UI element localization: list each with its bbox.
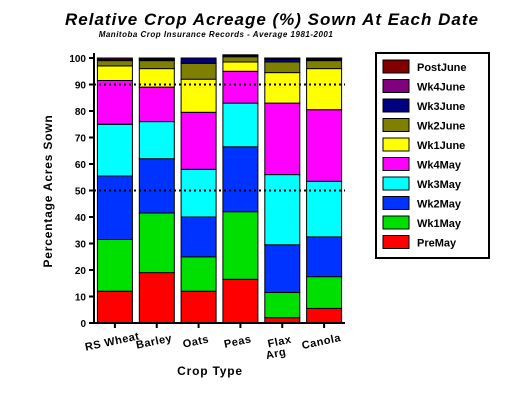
bar-segment-wk2may-5 [306,236,343,278]
y-tick-label-8: 80 [75,107,87,118]
bar-segment-wk2may-3 [222,146,259,213]
legend-label-wk4june: Wk4June [417,82,465,94]
legend-swatch-wk1june [382,137,410,152]
y-tick-label-0: 0 [80,319,86,330]
bar-segment-wk4may-3 [222,70,259,104]
bar-segment-wk1may-2 [180,256,217,292]
chart-title: Relative Crop Acreage (%) Sown At Each D… [65,10,479,29]
bar-segment-wk1june-3 [222,61,259,72]
y-tick-label-3: 30 [75,240,87,251]
y-tick-label-6: 60 [75,160,87,171]
bar-segment-wk3june-2 [180,57,217,64]
legend-label-wk2june: Wk2June [417,121,465,133]
bar-segment-wk1june-0 [96,65,133,82]
bar-segment-wk2may-1 [138,158,175,214]
bar-segment-wk3may-3 [222,102,259,148]
bar-segment-postjune-5 [306,57,343,59]
legend-label-wk3may: Wk3May [417,179,462,191]
x-tick-label-4-line2: Arg [265,346,288,362]
bar-segment-wk3may-2 [180,168,217,218]
legend-swatch-postjune [382,59,410,74]
bar-segment-wk1june-4 [264,72,301,104]
bar-segment-wk2june-1 [138,60,175,70]
y-tick-label-9: 90 [75,81,87,92]
bar-segment-wk2june-3 [222,56,259,63]
x-axis-label: Crop Type [177,364,243,378]
y-tick-label-10: 100 [69,54,86,65]
legend-swatch-wk1may [382,215,410,230]
x-tick-label-4: Flax [267,334,293,351]
bar-segment-wk1may-0 [96,239,133,292]
bar-segment-wk2june-2 [180,62,217,80]
y-tick-label-4: 40 [75,213,87,224]
legend-swatch-premay [382,235,410,249]
bar-segment-wk3may-4 [264,174,301,246]
bar-segment-wk4may-1 [138,86,175,123]
legend-swatch-wk3may [382,176,410,191]
bar-segment-wk4june-0 [96,57,133,60]
legend-label-premay: PreMay [417,238,457,250]
reference-lines [94,83,345,192]
legend: PostJune Wk4June Wk3June Wk2June Wk1June Wk4M… [375,52,490,259]
bar-segment-wk1june-5 [306,68,343,111]
x-tick-label-5: Canola [301,332,343,352]
bar-segment-premay-3 [222,278,259,324]
bar-segment-wk1may-5 [306,276,343,309]
bar-segment-wk2june-4 [264,61,301,74]
y-tick-label-5: 50 [75,187,87,198]
x-tick-label-0: RS Wheat [84,330,141,353]
y-tick-label-7: 70 [75,134,87,145]
chart-subtitle: Manitoba Crop Insurance Records - Averag… [99,30,334,39]
bar-segment-wk4may-4 [264,102,301,176]
legend-swatch-wk2may [382,196,410,210]
legend-label-wk2may: Wk2May [417,199,462,211]
legend-swatch-wk3june [382,98,410,113]
y-axis-label: Percentage Acres Sown [41,114,55,267]
bar-segment-premay-5 [306,307,343,324]
bar-segment-premay-1 [138,272,175,324]
x-tick-label-3: Peas [223,333,253,350]
x-tick-label-1: Barley [135,332,174,351]
bar-segment-wk1may-3 [222,211,259,280]
bar-segment-wk4may-5 [306,109,343,182]
x-tick-label-2: Oats [182,333,210,350]
y-axis: 0 10 20 30 40 50 60 70 80 90 100 [69,53,95,330]
bar-segment-wk4may-2 [180,111,217,170]
bar-segment-wk2june-0 [96,60,133,67]
bar-segment-wk1may-1 [138,212,175,274]
legend-swatch-wk4may [382,157,410,171]
bar-segment-wk2may-2 [180,216,217,258]
legend-swatch-wk2june [382,118,410,132]
y-tick-label-2: 20 [75,266,87,277]
bar-segment-wk4may-0 [96,80,133,125]
legend-label-wk1june: Wk1June [417,140,465,152]
bar-segment-postjune-1 [138,57,175,59]
plot-area [96,54,343,324]
bar-segment-wk2may-4 [264,244,301,294]
legend-label-wk3june: Wk3June [417,101,465,113]
legend-label-postjune: PostJune [417,62,467,74]
bar-segment-wk4june-3 [222,54,259,56]
bar-segment-wk1may-4 [264,292,301,319]
bar-segment-premay-2 [180,290,217,324]
bar-segment-postjune-4 [264,57,301,59]
legend-label-wk1may: Wk1May [417,218,462,230]
y-tick-label-1: 10 [75,293,87,304]
legend-label-wk4may: Wk4May [417,160,462,172]
legend-swatch-wk4june [382,79,410,93]
bar-segment-premay-0 [96,290,133,324]
bar-segment-wk2may-0 [96,175,133,240]
bar-segment-wk3may-1 [138,121,175,160]
bar-segment-wk3may-0 [96,123,133,177]
bar-segment-wk2june-5 [306,60,343,70]
